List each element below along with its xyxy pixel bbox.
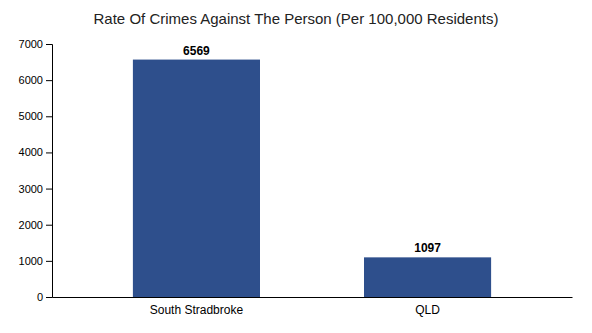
tick: 3000: [19, 183, 52, 195]
axis-domain: [53, 297, 573, 298]
x-axis: South Stradbroke QLD: [53, 298, 573, 317]
tick-label: 5000: [19, 110, 43, 122]
title: Rate Of Crimes Against The Person (Per 1…: [94, 10, 499, 27]
tick-mark: [46, 297, 52, 298]
tick-label: 7000: [19, 38, 43, 50]
tick-label: South Stradbroke: [150, 303, 244, 317]
tick-mark: [46, 189, 52, 190]
tick-mark: [46, 261, 52, 262]
tick-label: 3000: [19, 183, 43, 195]
data-label: 1097: [414, 241, 441, 255]
tick-mark: [46, 225, 52, 226]
axis-domain: [46, 45, 53, 298]
bar: [364, 257, 491, 297]
tick: South Stradbroke: [150, 303, 244, 317]
tick-label: 1000: [19, 255, 43, 267]
y-axis: 0 1000 2000 3000 4000 5000 6000 7000: [19, 38, 53, 303]
bar: [133, 60, 260, 297]
tick-label: QLD: [415, 303, 440, 317]
bars: [133, 60, 491, 297]
tick-label: 2000: [19, 219, 43, 231]
tick-mark: [46, 44, 52, 45]
tick: 4000: [19, 146, 52, 158]
tick: 0: [37, 291, 52, 303]
tick: 6000: [19, 74, 52, 86]
tick: QLD: [415, 303, 440, 317]
data-labels: 6569 1097: [183, 44, 441, 256]
tick-label: 0: [37, 291, 43, 303]
tick: 2000: [19, 219, 52, 231]
tick-label: 4000: [19, 146, 43, 158]
tick-mark: [46, 116, 52, 117]
tick: 7000: [19, 38, 52, 50]
tick-mark: [46, 80, 52, 81]
tick-mark: [46, 152, 52, 153]
tick: 1000: [19, 255, 52, 267]
tick-label: 6000: [19, 74, 43, 86]
plot: 0 1000 2000 3000 4000 5000 6000 7000 South Strad…: [19, 38, 573, 317]
tick: 5000: [19, 110, 52, 122]
data-label: 6569: [183, 44, 210, 58]
chart: Rate Of Crimes Against The Person (Per 1…: [0, 0, 592, 333]
